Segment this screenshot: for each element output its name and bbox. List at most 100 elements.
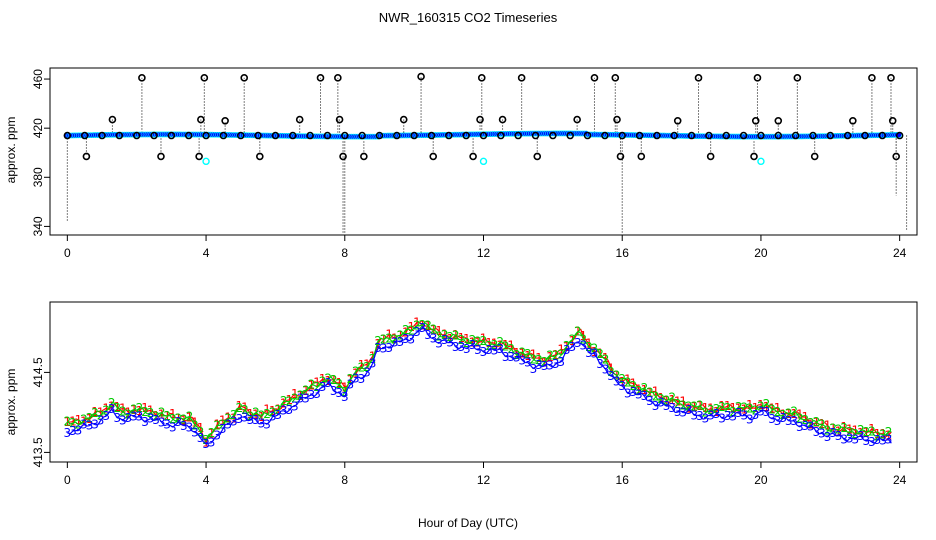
hourly-point [462,131,470,140]
series-3-segment [386,346,390,349]
flagged-high-point [138,74,146,82]
flagged-low-point [82,152,91,161]
series-3-segment [213,435,218,439]
series-3-segment [127,414,132,419]
series-2-segment [371,350,376,360]
series-2-segment [574,331,579,336]
series-3-segment [810,425,814,428]
series-3-segment [552,363,557,368]
series-1-segment [302,390,307,394]
series-3-segment [868,439,873,443]
series-2-segment [75,421,79,426]
series-3-segment [785,417,790,422]
series-1-segment [97,410,101,413]
series-2-segment [83,417,88,421]
series-3-segment [877,437,881,441]
flagged-high-point [774,117,783,125]
series-1-segment [466,338,471,344]
flagged-high-point [335,115,344,124]
series-2-segment [782,412,787,416]
flagged-high-point [477,74,486,82]
series-1-segment [885,434,889,438]
series-2-segment [560,352,565,355]
series-2-segment [92,412,96,416]
series-1-segment [668,399,673,404]
series-3-segment [172,424,176,428]
series-2-segment [502,341,507,347]
series-2-segment [197,426,202,433]
series-3-segment [638,392,642,396]
series-2-segment [766,403,770,407]
series-3-segment [255,419,260,425]
series-1-segment [411,325,415,328]
top-panel-marks [63,72,908,235]
series-1-segment [888,431,892,436]
flagged-high-point [590,74,599,82]
hourly-point [566,131,574,140]
series-3-segment [846,438,851,442]
series-2-segment [349,375,354,380]
series-2-segment [524,353,529,356]
series-3-segment [621,385,626,390]
hourly-point [358,131,366,140]
series-1-segment [804,416,809,421]
series-2-segment [663,398,667,402]
series-2-segment [513,352,518,356]
series-2-segment [582,338,587,343]
series-3-segment [266,420,271,425]
series-1-segment [266,409,271,412]
flagged-high-point [888,117,897,125]
series-2-segment [596,348,601,355]
series-2-segment [641,387,645,390]
series-1-segment [521,353,526,357]
series-2-segment [710,409,714,412]
series-2-segment [433,329,437,333]
series-1-segment [172,413,177,419]
series-3-segment [130,414,135,418]
series-1-segment [627,379,632,384]
series-3-segment [624,388,629,394]
series-2-segment [130,409,135,412]
series-1-segment [561,348,565,351]
series-3-segment [671,407,676,413]
flagged-high-point [200,74,209,82]
series-2-segment [558,353,562,356]
series-1-segment [461,336,465,339]
series-2-segment [705,410,709,413]
series-3-segment [155,418,160,421]
x-tick-label: 24 [893,473,907,487]
x-tick-label: 0 [64,473,71,487]
series-2-segment [669,397,673,400]
series-3-segment [233,418,237,422]
series-3-segment [275,414,279,417]
series-1-segment [499,342,504,347]
series-2-segment [874,435,878,437]
series-3-segment [122,420,126,422]
series-2-segment [552,355,556,358]
series-3-segment [491,348,495,352]
series-2-segment [713,408,717,412]
series-2-segment [374,340,379,352]
series-3-segment [308,394,312,397]
series-3-segment [538,364,543,368]
series-3-segment [585,347,590,354]
series-2-segment [691,404,695,407]
series-3-segment [97,420,102,426]
flagged-high-point [868,74,876,82]
series-3-segment [569,346,573,350]
series-1-segment [779,410,784,415]
series-1-segment [255,413,259,417]
series-2-segment [488,343,493,347]
series-3-segment [513,357,518,360]
flagged-low-point [339,152,347,161]
series-2-segment [610,371,615,374]
series-2-segment [230,414,235,419]
series-3-segment [113,413,118,419]
series-3-segment [566,348,570,351]
series-3-segment [593,353,598,359]
flagged-high-point [849,117,857,125]
series-1-segment [305,389,309,392]
series-3-segment [436,341,440,345]
x-tick-label: 8 [341,473,348,487]
series-2-segment [591,348,595,351]
